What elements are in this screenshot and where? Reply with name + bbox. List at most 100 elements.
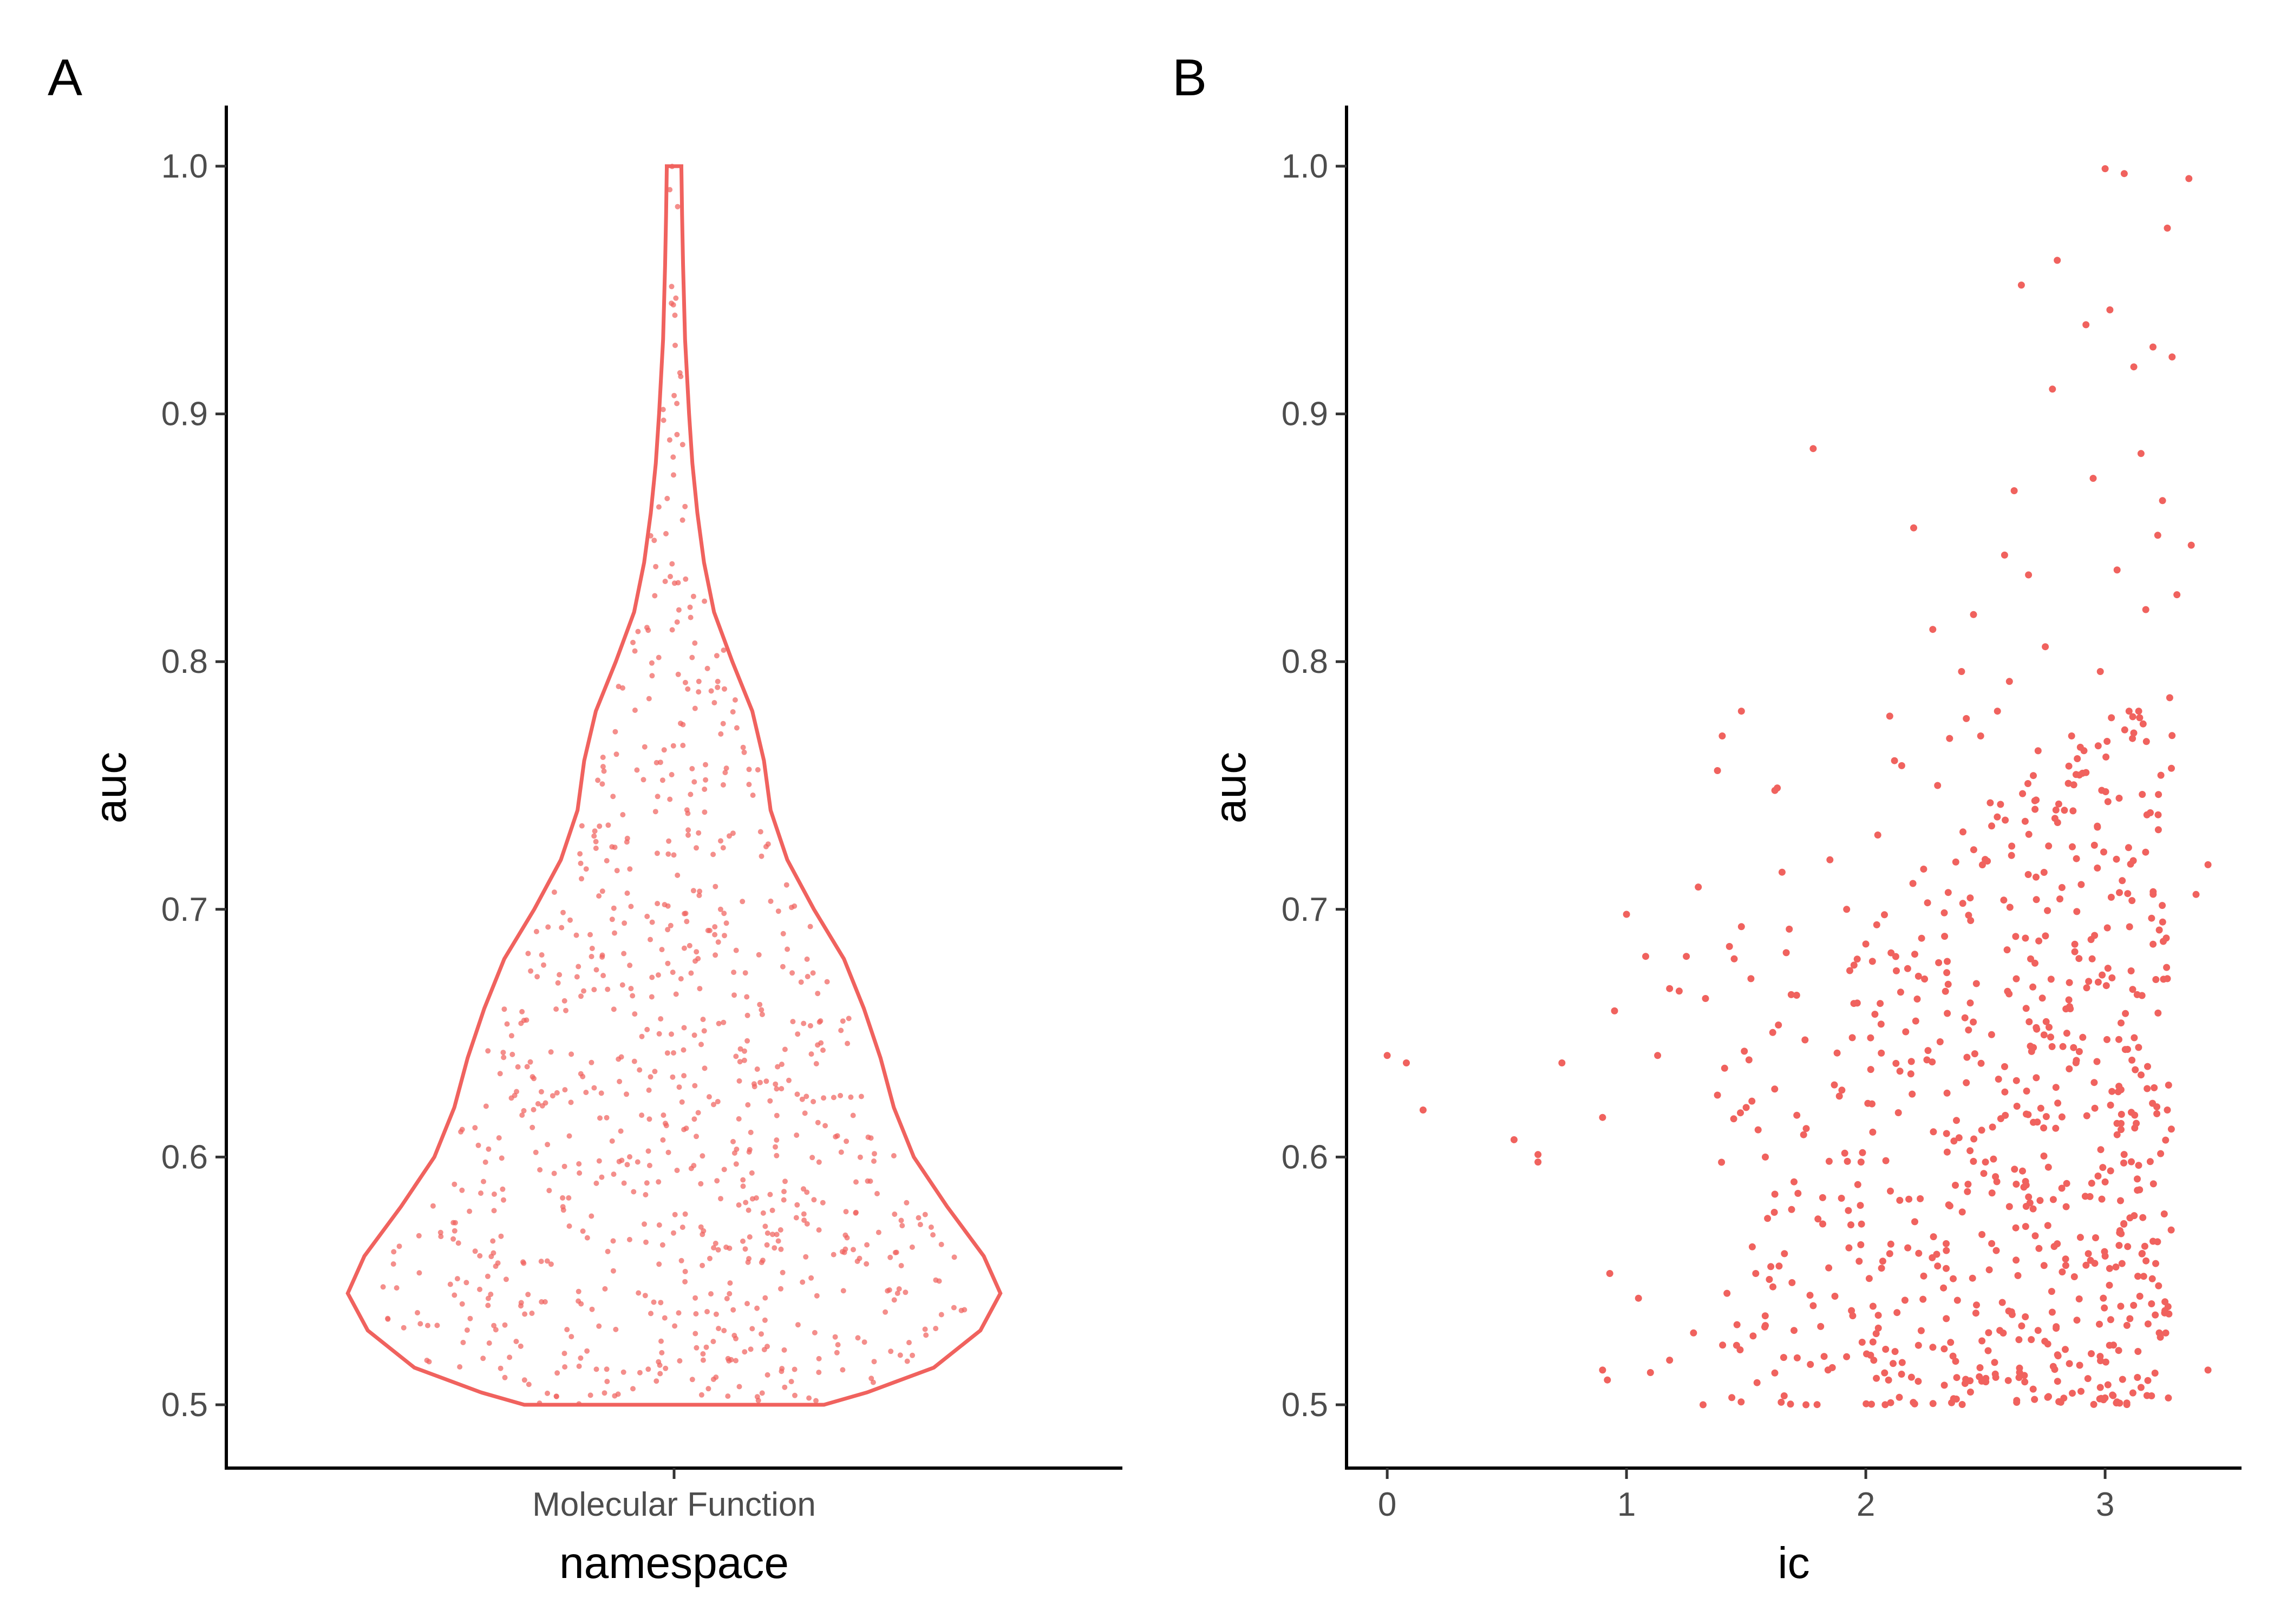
scatter-point: [1383, 1052, 1391, 1059]
violin-point: [768, 898, 774, 904]
violin-point: [762, 1295, 768, 1301]
scatter-point: [1850, 961, 1858, 969]
violin-point: [380, 1284, 386, 1290]
violin-point: [682, 1211, 688, 1217]
violin-point: [831, 1095, 837, 1101]
violin-point: [851, 1247, 856, 1253]
violin-point: [401, 1325, 407, 1331]
scatter-point: [1635, 1294, 1642, 1302]
violin-point: [434, 1322, 440, 1328]
scatter-point: [1737, 1109, 1744, 1117]
violin-point: [872, 1151, 877, 1157]
scatter-point: [1887, 949, 1895, 957]
violin-point: [658, 1016, 664, 1022]
violin-point: [923, 1332, 929, 1338]
violin-point: [611, 1171, 617, 1177]
violin-point: [630, 993, 636, 999]
scatter-point: [1733, 1321, 1741, 1328]
scatter-point: [2002, 816, 2009, 824]
scatter-point: [2011, 1165, 2018, 1173]
violin-point: [668, 922, 674, 928]
scatter-point: [2136, 1293, 2144, 1300]
panel-b-y-ticks: 0.5 0.6 0.7 0.8 0.9 1.0: [1282, 148, 1347, 1424]
scatter-point: [1714, 767, 1721, 774]
violin-point: [534, 974, 540, 980]
violin-point: [733, 1053, 739, 1059]
violin-point: [450, 1220, 456, 1226]
y-tick-label: 0.5: [1282, 1386, 1328, 1424]
violin-point: [653, 564, 659, 569]
scatter-point: [2038, 994, 2046, 1002]
violin-point: [627, 866, 633, 872]
scatter-point: [1887, 1399, 1894, 1406]
scatter-point: [1771, 1085, 1779, 1093]
scatter-point: [1737, 923, 1745, 931]
violin-point: [525, 1292, 531, 1298]
scatter-point: [2001, 551, 2008, 559]
scatter-point: [2168, 732, 2176, 739]
scatter-point: [1942, 987, 1949, 995]
scatter-point: [2031, 959, 2038, 967]
violin-point: [775, 908, 781, 914]
scatter-point: [2004, 1377, 2012, 1384]
scatter-point: [2031, 806, 2039, 813]
scatter-point: [2153, 1110, 2161, 1117]
violin-point: [783, 882, 789, 888]
scatter-point: [1862, 940, 1870, 948]
violin-point: [621, 1180, 627, 1186]
violin-point: [485, 1302, 491, 1308]
violin-point: [749, 1326, 755, 1332]
violin-point: [763, 844, 769, 849]
violin-point: [655, 972, 661, 978]
violin-point: [815, 1119, 821, 1125]
violin-point: [425, 1322, 430, 1328]
violin-point: [846, 1016, 852, 1021]
scatter-point: [2070, 781, 2077, 789]
violin-point: [697, 986, 703, 992]
violin-point: [676, 1084, 682, 1090]
scatter-point: [2029, 983, 2037, 991]
scatter-point: [1970, 1018, 1977, 1026]
violin-point: [786, 1077, 792, 1083]
scatter-point: [1510, 1136, 1518, 1143]
violin-point: [671, 1050, 676, 1056]
scatter-point: [2128, 1056, 2136, 1064]
violin-point: [746, 1149, 752, 1155]
scatter-point: [1991, 1370, 1999, 1378]
violin-point: [692, 1331, 698, 1337]
scatter-point: [1977, 732, 1984, 739]
scatter-point: [2059, 1043, 2067, 1050]
violin-point: [696, 830, 702, 836]
scatter-point: [1675, 987, 1683, 995]
violin-point: [600, 973, 606, 979]
violin-point: [788, 1379, 794, 1385]
violin-point: [645, 627, 651, 633]
violin-point: [759, 1331, 764, 1337]
violin-point: [541, 962, 546, 968]
scatter-point: [2168, 764, 2175, 772]
violin-point: [502, 1374, 508, 1380]
violin-point: [820, 1200, 826, 1206]
violin-point: [689, 654, 695, 660]
violin-point: [694, 1134, 699, 1140]
scatter-point: [1910, 524, 1917, 532]
scatter-point: [2062, 1346, 2069, 1353]
violin-point: [809, 1155, 815, 1161]
scatter-point: [2166, 694, 2173, 702]
violin-point: [396, 1243, 402, 1249]
scatter-point: [1945, 1201, 1952, 1209]
violin-point: [730, 1138, 736, 1144]
scatter-point: [2154, 532, 2161, 539]
scatter-point: [2012, 933, 2020, 940]
violin-point: [864, 1261, 870, 1267]
scatter-point: [2164, 224, 2171, 232]
scatter-point: [2139, 791, 2146, 798]
violin-point: [936, 1278, 942, 1284]
violin-point: [764, 1242, 770, 1248]
scatter-point: [2138, 1250, 2146, 1258]
violin-point: [694, 845, 699, 851]
scatter-point: [1958, 1208, 1966, 1216]
violin-point: [842, 1246, 848, 1252]
scatter-point: [2126, 1315, 2134, 1322]
